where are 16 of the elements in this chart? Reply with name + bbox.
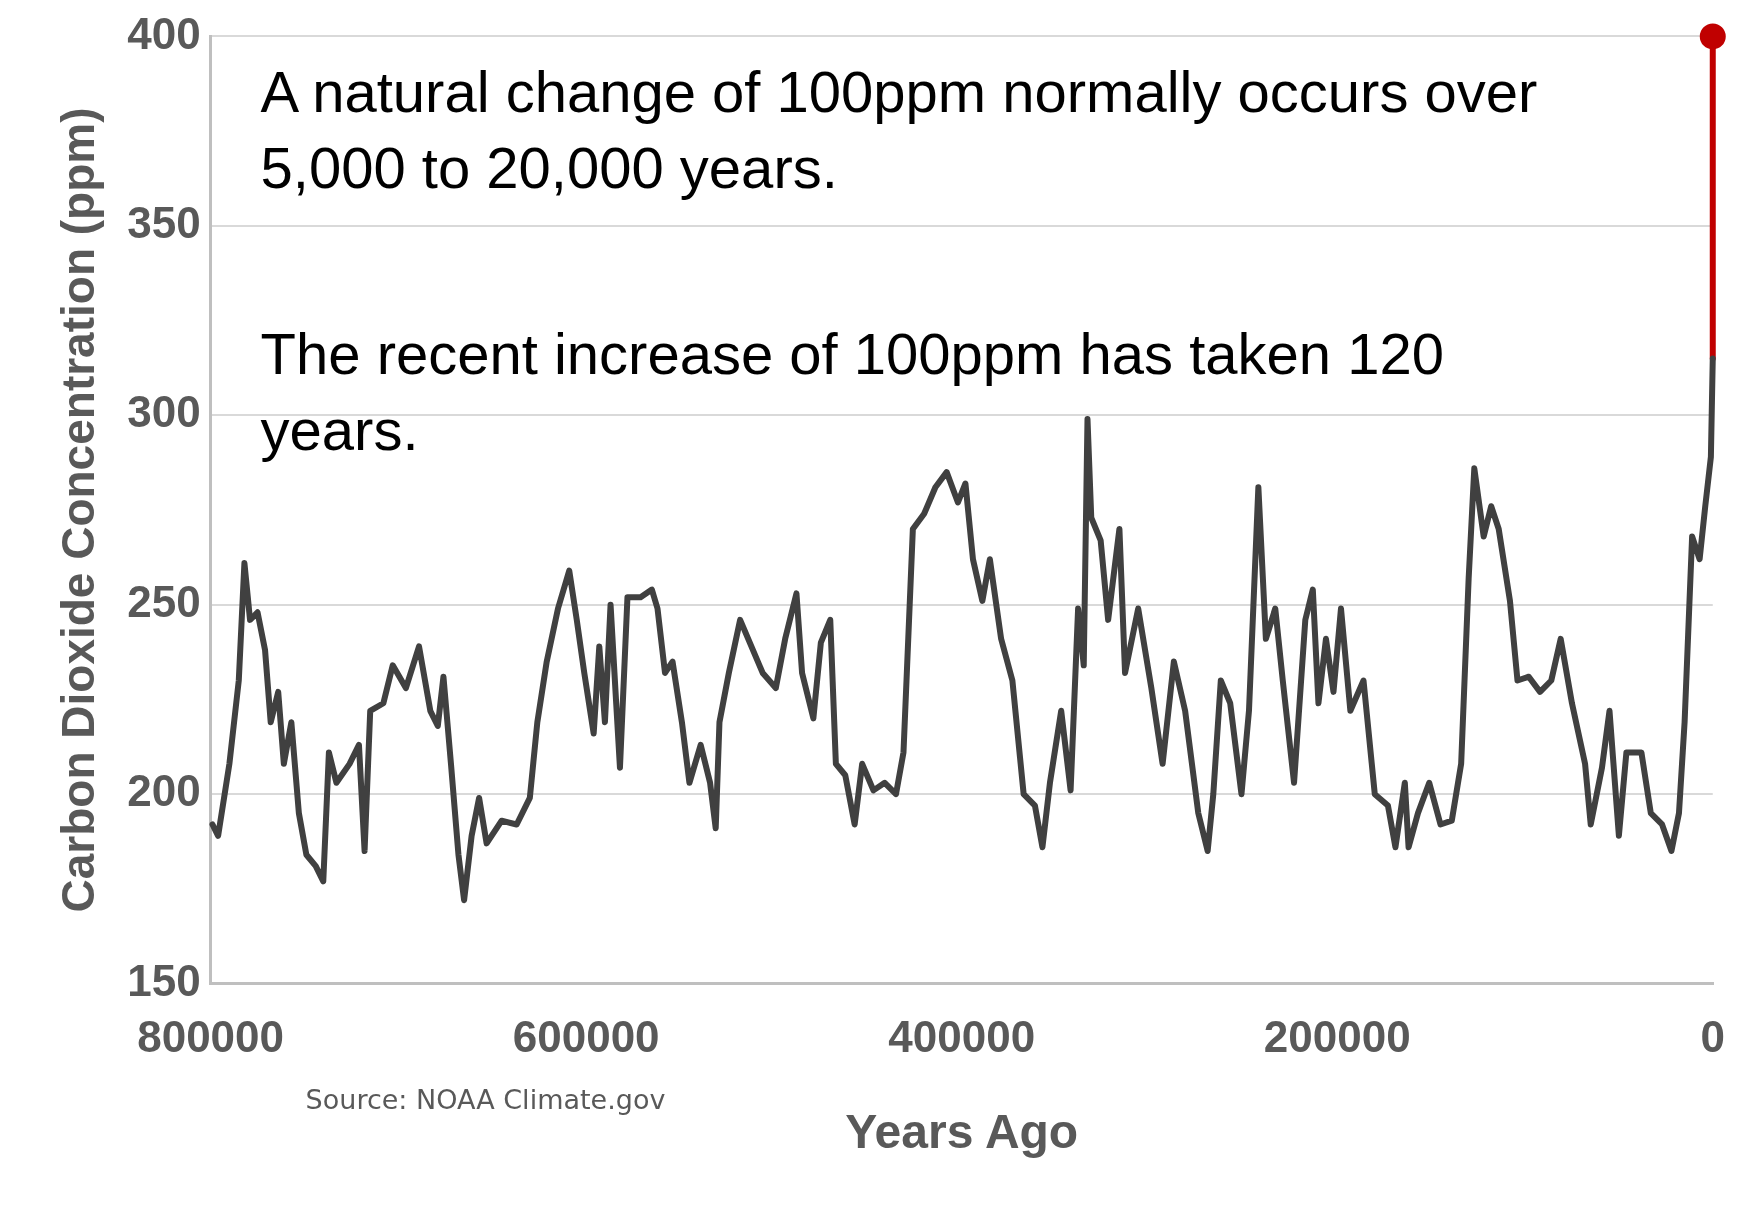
x-tick-label: 800000 xyxy=(137,1012,285,1062)
y-tick-label: 400 xyxy=(127,8,201,58)
y-tick-label: 350 xyxy=(127,197,201,247)
x-tick-label: 200000 xyxy=(1263,1012,1411,1062)
annotation: The recent increase of 100ppm has taken 120 years. xyxy=(260,320,1445,464)
x-tick-label: 0 xyxy=(1700,1012,1726,1062)
y-tick-label: 250 xyxy=(127,576,201,626)
annotation: A natural change of 100ppm normally occurs over 5,000 to 20,000 years. xyxy=(260,58,1539,202)
source-note: Source: NOAA Climate.gov xyxy=(305,1083,666,1115)
x-tick-label: 400000 xyxy=(888,1012,1036,1062)
y-tick-label: 200 xyxy=(127,766,201,816)
y-axis-title: Carbon Dioxide Concentration (ppm) xyxy=(52,107,105,913)
x-tick-label: 600000 xyxy=(512,1012,660,1062)
y-tick-label: 300 xyxy=(127,387,201,437)
x-axis-title: Years Ago xyxy=(845,1105,1079,1159)
y-tick-label: 150 xyxy=(127,955,201,1005)
